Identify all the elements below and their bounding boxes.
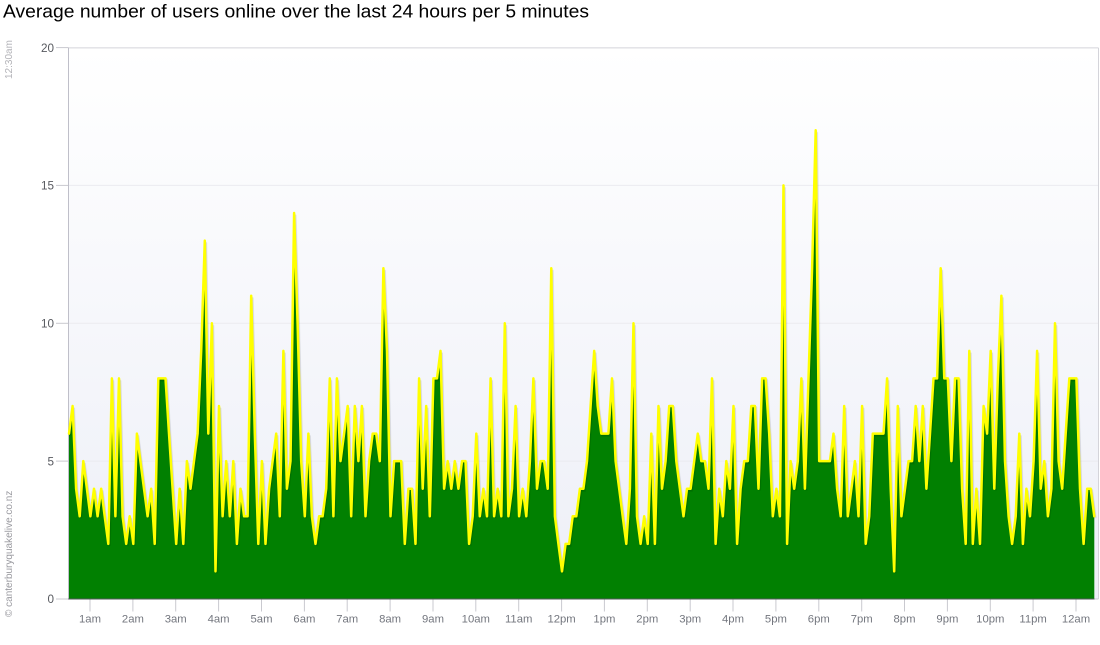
svg-text:8pm: 8pm [894, 614, 916, 626]
svg-text:2am: 2am [122, 614, 144, 626]
svg-text:12am: 12am [1062, 614, 1090, 626]
svg-text:© canterburyquakelive.co.nz: © canterburyquakelive.co.nz [4, 491, 15, 617]
svg-text:3pm: 3pm [679, 614, 701, 626]
svg-text:5pm: 5pm [765, 614, 787, 626]
svg-text:12pm: 12pm [547, 614, 575, 626]
svg-text:5am: 5am [251, 614, 273, 626]
svg-text:1pm: 1pm [593, 614, 615, 626]
svg-text:6am: 6am [293, 614, 315, 626]
svg-text:9pm: 9pm [936, 614, 958, 626]
svg-text:20: 20 [41, 42, 55, 55]
svg-text:10am: 10am [462, 614, 490, 626]
svg-text:12:30am: 12:30am [4, 40, 15, 79]
svg-text:5: 5 [47, 455, 54, 468]
svg-text:1am: 1am [79, 614, 101, 626]
svg-text:6pm: 6pm [808, 614, 830, 626]
svg-text:2pm: 2pm [636, 614, 658, 626]
svg-text:4am: 4am [208, 614, 230, 626]
svg-text:4pm: 4pm [722, 614, 744, 626]
svg-text:Average number of users online: Average number of users online over the … [3, 1, 589, 22]
svg-text:7am: 7am [336, 614, 358, 626]
svg-text:9am: 9am [422, 614, 444, 626]
svg-text:7pm: 7pm [851, 614, 873, 626]
svg-text:8am: 8am [379, 614, 401, 626]
svg-text:10: 10 [41, 318, 55, 331]
svg-text:3am: 3am [165, 614, 187, 626]
svg-text:10pm: 10pm [976, 614, 1004, 626]
svg-text:11pm: 11pm [1019, 614, 1046, 626]
svg-text:15: 15 [41, 180, 55, 193]
svg-text:0: 0 [47, 593, 54, 606]
svg-text:11am: 11am [505, 614, 532, 626]
